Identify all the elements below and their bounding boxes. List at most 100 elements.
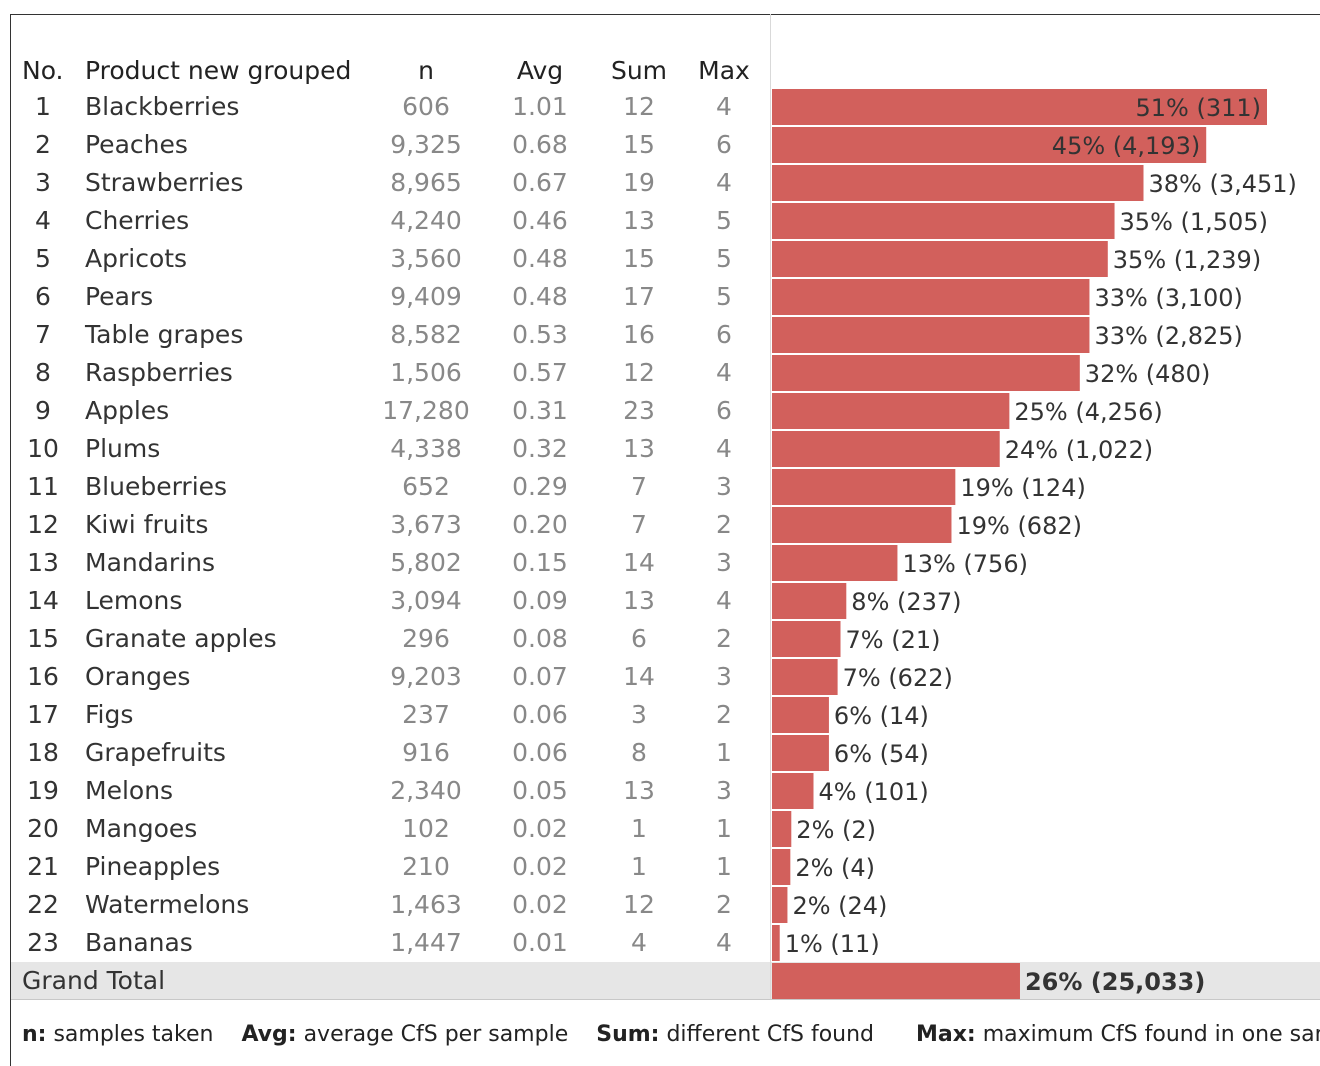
row-max: 5 (716, 282, 732, 311)
row-n: 237 (402, 700, 450, 729)
bar-data-label: 13% (756) (902, 550, 1028, 578)
row-n: 2,340 (390, 776, 462, 805)
bar-data-label: 8% (237) (851, 588, 961, 616)
row-sum: 15 (623, 244, 655, 273)
row-avg: 0.01 (512, 928, 568, 957)
bar (772, 545, 898, 581)
row-avg: 0.67 (512, 168, 568, 197)
row-product: Mandarins (85, 548, 216, 577)
row-avg: 0.06 (512, 738, 568, 767)
row-max: 6 (716, 130, 732, 159)
row-max: 2 (716, 624, 732, 653)
row-sum: 14 (623, 548, 655, 577)
legend-sum-text: different CfS found (666, 1022, 875, 1047)
row-number: 2 (35, 130, 51, 159)
row-sum: 13 (623, 434, 655, 463)
bar-data-label: 35% (1,505) (1120, 208, 1268, 236)
row-sum: 6 (631, 624, 647, 653)
row-max: 5 (716, 206, 732, 235)
row-sum: 8 (631, 738, 647, 767)
row-avg: 0.15 (512, 548, 568, 577)
row-product: Strawberries (85, 168, 244, 197)
header-product: Product new grouped (85, 56, 352, 85)
row-sum: 12 (623, 92, 655, 121)
legend-max-key: Max: (915, 1022, 976, 1047)
bar-data-label: 2% (4) (795, 854, 875, 882)
bar (772, 241, 1108, 277)
bar (772, 697, 829, 733)
row-n: 606 (402, 92, 450, 121)
row-sum: 12 (623, 358, 655, 387)
row-product: Mangoes (85, 814, 198, 843)
row-max: 2 (716, 510, 732, 539)
row-product: Cherries (85, 206, 190, 235)
row-number: 22 (27, 890, 59, 919)
row-product: Raspberries (85, 358, 233, 387)
bar-data-label: 2% (24) (792, 892, 887, 920)
row-number: 10 (27, 434, 59, 463)
legend-max-text: maximum CfS found in one sample (982, 1022, 1320, 1047)
row-product: Pears (85, 282, 154, 311)
bar (772, 165, 1144, 201)
row-max: 2 (716, 890, 732, 919)
bar (772, 317, 1090, 353)
bar (772, 583, 847, 619)
bar (772, 507, 952, 543)
row-product: Blueberries (85, 472, 228, 501)
row-sum: 17 (623, 282, 655, 311)
bar-data-label: 35% (1,239) (1113, 246, 1261, 274)
row-avg: 0.02 (512, 814, 568, 843)
row-n: 8,965 (390, 168, 462, 197)
row-n: 9,203 (390, 662, 462, 691)
row-n: 9,409 (390, 282, 462, 311)
row-n: 3,673 (390, 510, 462, 539)
row-n: 296 (402, 624, 450, 653)
bar-data-label: 51% (311) (1135, 94, 1261, 122)
bar (772, 659, 838, 695)
row-number: 11 (27, 472, 59, 501)
bar-data-label: 38% (3,451) (1148, 170, 1296, 198)
row-sum: 4 (631, 928, 647, 957)
row-avg: 0.68 (512, 130, 568, 159)
row-sum: 13 (623, 206, 655, 235)
row-max: 4 (716, 168, 732, 197)
row-avg: 0.48 (512, 244, 568, 273)
row-product: Bananas (85, 928, 193, 957)
bar (772, 887, 788, 923)
row-avg: 0.53 (512, 320, 568, 349)
row-sum: 1 (631, 814, 647, 843)
row-n: 916 (402, 738, 450, 767)
bar-data-label: 1% (11) (785, 930, 880, 958)
bar (772, 355, 1080, 391)
row-avg: 0.57 (512, 358, 568, 387)
row-number: 14 (27, 586, 59, 615)
row-number: 12 (27, 510, 59, 539)
row-number: 16 (27, 662, 59, 691)
row-product: Lemons (85, 586, 183, 615)
row-avg: 0.07 (512, 662, 568, 691)
row-max: 3 (716, 776, 732, 805)
row-avg: 0.48 (512, 282, 568, 311)
row-sum: 7 (631, 510, 647, 539)
row-product: Peaches (85, 130, 188, 159)
row-max: 6 (716, 396, 732, 425)
row-max: 3 (716, 548, 732, 577)
row-avg: 0.09 (512, 586, 568, 615)
legend-sum-key: Sum: (596, 1022, 660, 1047)
bar-data-label: 19% (124) (960, 474, 1086, 502)
row-sum: 12 (623, 890, 655, 919)
bar-data-label: 33% (3,100) (1094, 284, 1242, 312)
bar-data-label: 24% (1,022) (1005, 436, 1153, 464)
bar (772, 279, 1090, 315)
row-max: 6 (716, 320, 732, 349)
row-avg: 0.06 (512, 700, 568, 729)
bar-data-label: 7% (21) (846, 626, 941, 654)
row-sum: 13 (623, 776, 655, 805)
row-product: Kiwi fruits (85, 510, 209, 539)
row-max: 1 (716, 814, 732, 843)
bar (772, 431, 1000, 467)
table-chart-divider (770, 14, 771, 999)
row-product: Grapefruits (85, 738, 226, 767)
row-avg: 0.29 (512, 472, 568, 501)
bar-data-label: 4% (101) (818, 778, 928, 806)
